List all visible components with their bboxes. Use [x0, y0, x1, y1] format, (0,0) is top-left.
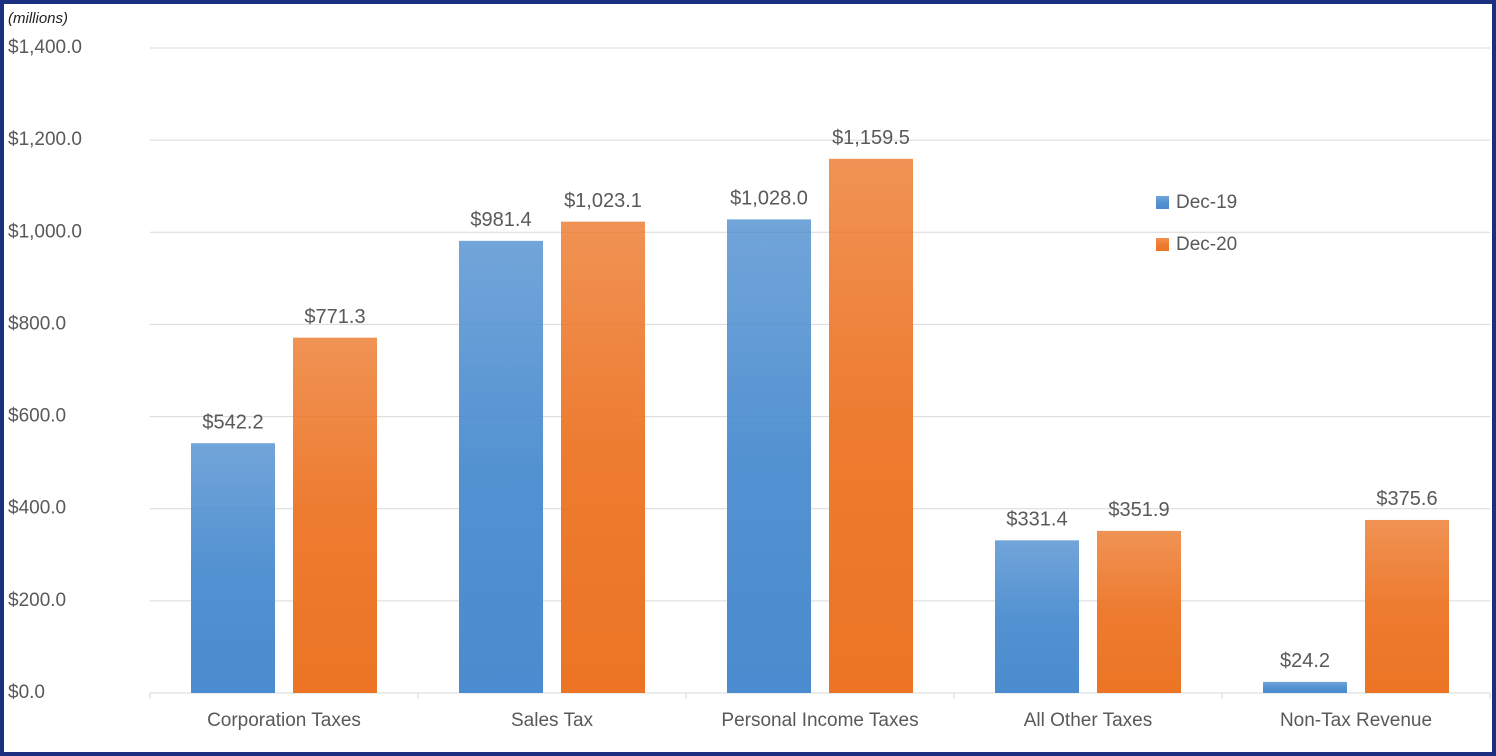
bar — [1263, 681, 1347, 693]
y-tick-label: $1,000.0 — [8, 221, 82, 242]
value-label: $1,159.5 — [832, 127, 910, 149]
y-axis-label: (millions) — [8, 10, 68, 27]
bar — [727, 219, 811, 693]
x-tick-label: Sales Tax — [511, 710, 594, 731]
x-tick-label: Non-Tax Revenue — [1280, 710, 1432, 731]
y-tick-label: $1,200.0 — [8, 129, 82, 150]
legend-swatch — [1156, 196, 1169, 209]
bar — [191, 443, 275, 693]
bar — [829, 158, 913, 694]
value-label: $24.2 — [1280, 650, 1330, 672]
value-label: $542.2 — [202, 411, 263, 433]
bar — [1097, 530, 1181, 693]
x-tick-label: Corporation Taxes — [207, 710, 361, 731]
value-label: $1,023.1 — [564, 190, 642, 212]
value-label: $771.3 — [304, 306, 365, 328]
legend-swatch — [1156, 238, 1169, 251]
bar — [995, 540, 1079, 693]
value-label: $1,028.0 — [730, 188, 808, 210]
legend-label: Dec-19 — [1176, 192, 1237, 213]
value-label: $331.4 — [1006, 509, 1067, 531]
bar — [1365, 519, 1449, 693]
bar — [561, 221, 645, 693]
y-tick-label: $1,400.0 — [8, 37, 82, 58]
value-label: $375.6 — [1376, 488, 1437, 510]
y-tick-label: $0.0 — [8, 682, 45, 703]
y-tick-label: $800.0 — [8, 313, 66, 334]
y-tick-label: $600.0 — [8, 406, 66, 427]
bar — [459, 240, 543, 694]
x-tick-label: All Other Taxes — [1024, 710, 1152, 731]
legend-label: Dec-20 — [1176, 234, 1237, 255]
value-label: $981.4 — [470, 209, 531, 231]
bar — [293, 337, 377, 693]
y-tick-label: $400.0 — [8, 498, 66, 519]
x-tick-label: Personal Income Taxes — [721, 710, 918, 731]
y-tick-label: $200.0 — [8, 590, 66, 611]
value-label: $351.9 — [1108, 499, 1169, 521]
